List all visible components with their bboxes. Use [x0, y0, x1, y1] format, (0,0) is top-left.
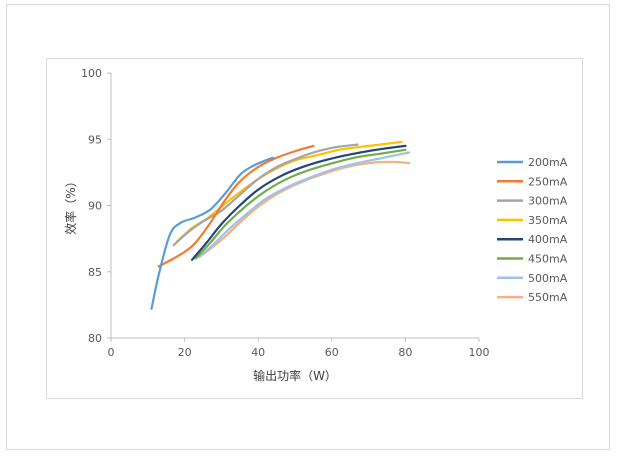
- chart-area: [46, 58, 583, 399]
- y-tick-label: 80: [88, 332, 102, 345]
- x-tick-label: 100: [469, 346, 490, 359]
- outer-frame: [6, 4, 610, 450]
- series-line-250mA: [157, 144, 315, 268]
- x-tick-label: 40: [251, 346, 265, 359]
- x-tick-label: 0: [108, 346, 115, 359]
- legend-label: 450mA: [528, 253, 568, 266]
- y-tick-label: 85: [88, 266, 102, 279]
- x-tick-label: 20: [178, 346, 192, 359]
- series-line-450mA: [194, 148, 407, 260]
- series-lines: [150, 140, 411, 310]
- legend-item-450mA: 450mA: [497, 253, 568, 266]
- axes: [110, 73, 479, 339]
- x-tick-label: 60: [325, 346, 339, 359]
- legend-label: 400mA: [528, 233, 568, 246]
- legend-label: 550mA: [528, 291, 568, 304]
- x-tick-labels: 0 20 40 60 80 100: [108, 338, 490, 359]
- series-line-500mA: [198, 151, 411, 259]
- y-tick-label: 95: [88, 133, 102, 146]
- legend-label: 500mA: [528, 272, 568, 285]
- legend-label: 300mA: [528, 195, 568, 208]
- legend: 200mA 250mA 300mA 350mA 400mA 450mA 500mA 550mA: [497, 156, 568, 304]
- y-tick-label: 90: [88, 200, 102, 213]
- legend-label: 350mA: [528, 214, 568, 227]
- legend-item-350mA: 350mA: [497, 214, 568, 227]
- legend-item-550mA: 550mA: [497, 291, 568, 304]
- legend-label: 250mA: [528, 175, 568, 188]
- legend-item-500mA: 500mA: [497, 272, 568, 285]
- x-tick-label: 80: [398, 346, 412, 359]
- series-line-550mA: [201, 160, 411, 256]
- legend-item-250mA: 250mA: [497, 175, 568, 188]
- y-tick-labels: 80 85 90 95 100: [81, 67, 111, 345]
- legend-item-200mA: 200mA: [497, 156, 568, 169]
- series-line-300mA: [172, 143, 359, 247]
- legend-label: 200mA: [528, 156, 568, 169]
- x-axis-label: 输出功率（W）: [253, 368, 337, 383]
- series-line-350mA: [176, 140, 403, 243]
- legend-item-400mA: 400mA: [497, 233, 568, 246]
- y-axis-label: 效率（%）: [63, 175, 78, 234]
- series-line-200mA: [150, 156, 274, 310]
- series-line-400mA: [190, 144, 407, 261]
- y-tick-label: 100: [81, 67, 102, 80]
- legend-item-300mA: 300mA: [497, 195, 568, 208]
